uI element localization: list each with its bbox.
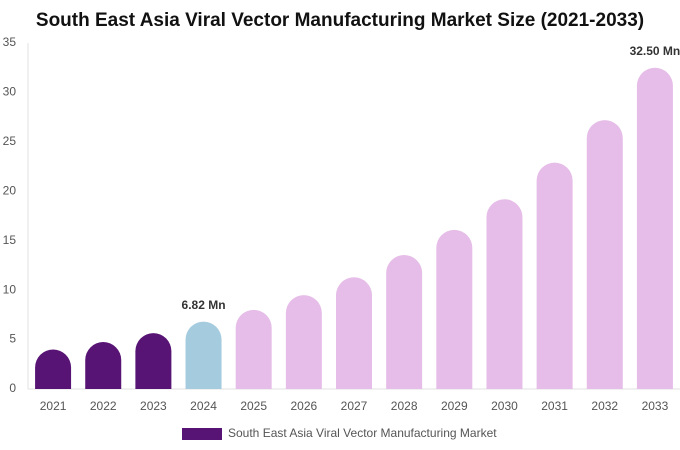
y-tick-label: 35: [3, 35, 17, 49]
x-tick-label: 2033: [642, 399, 669, 413]
bar: [536, 162, 573, 389]
x-tick-label: 2027: [341, 399, 368, 413]
bar: [285, 295, 322, 389]
x-tick-label: 2024: [190, 399, 217, 413]
x-tick-label: 2030: [491, 399, 518, 413]
x-tick-label: 2023: [140, 399, 167, 413]
legend-swatch: [182, 428, 222, 440]
legend-label: South East Asia Viral Vector Manufacturi…: [228, 426, 497, 440]
value-label: 32.50 Mn: [630, 44, 680, 58]
x-tick-label: 2028: [391, 399, 418, 413]
y-tick-label: 15: [3, 233, 17, 247]
x-tick-label: 2021: [40, 399, 67, 413]
bar: [85, 342, 122, 389]
y-tick-label: 20: [3, 183, 17, 197]
y-tick-label: 10: [3, 282, 17, 296]
bar: [235, 309, 272, 389]
bar: [135, 333, 172, 389]
x-tick-label: 2022: [90, 399, 117, 413]
x-tick-label: 2032: [591, 399, 618, 413]
bar: [436, 229, 473, 389]
bar: [636, 67, 673, 389]
x-tick-label: 2031: [541, 399, 568, 413]
x-tick-label: 2029: [441, 399, 468, 413]
bar: [386, 255, 423, 389]
bar: [185, 321, 222, 389]
bar: [35, 349, 72, 389]
x-tick-label: 2026: [290, 399, 317, 413]
y-tick-label: 25: [3, 134, 17, 148]
chart-title: South East Asia Viral Vector Manufacturi…: [36, 10, 644, 31]
bar: [586, 120, 623, 389]
bar: [336, 277, 372, 389]
x-tick-label: 2025: [240, 399, 267, 413]
bar: [486, 199, 523, 389]
y-tick-label: 5: [9, 332, 16, 346]
y-tick-label: 0: [9, 381, 16, 395]
y-tick-label: 30: [3, 85, 17, 99]
value-label: 6.82 Mn: [182, 298, 226, 312]
